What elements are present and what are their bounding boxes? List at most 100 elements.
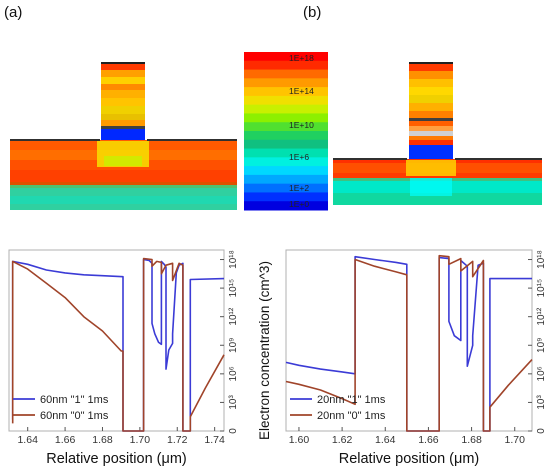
y-tick-label: 0 — [536, 428, 547, 434]
a-left-contact — [10, 139, 100, 141]
device-structure-a — [10, 62, 237, 210]
a-sub-band-8 — [10, 204, 237, 210]
colorbar-segment — [244, 131, 328, 141]
a-col-band-8 — [101, 120, 145, 126]
b-left-contact — [333, 158, 407, 160]
a-column-channel — [101, 129, 145, 140]
y-tick-label: 0 — [228, 428, 239, 434]
y-tick-label: 10¹⁵ — [536, 279, 547, 298]
b-col-band-11 — [409, 136, 453, 140]
concentration-plot-a: 0 10³ 10⁶ 10⁹ 10¹² 10¹⁵ 10¹⁸ 1.64 1.66 1.68 1.70 1.… — [8, 249, 239, 467]
b-col-band-5 — [409, 103, 453, 111]
a-sub-band-7 — [10, 196, 237, 204]
y-tick-label: 10⁹ — [536, 338, 547, 353]
colorbar: 1E+18 1E+14 1E+10 1E+6 1E+2 1E+0 — [244, 52, 328, 211]
a-sub-band-3 — [10, 170, 237, 182]
colorbar-tick-label: 1E+10 — [289, 120, 314, 130]
colorbar-segment — [244, 52, 328, 62]
x-tick-label: 1.62 — [332, 434, 353, 446]
y-tick-label: 10¹² — [536, 307, 547, 325]
colorbar-segment — [244, 122, 328, 132]
colorbar-tick-label: 1E+6 — [289, 152, 309, 162]
series-line-state-0 — [285, 254, 533, 432]
b-junction-glow — [406, 160, 456, 176]
concentration-plot-b: 0 10³ 10⁶ 10⁹ 10¹² 10¹⁵ 10¹⁸ 1.60 1.62 1.64 1.66 1.… — [257, 249, 547, 467]
a-col-band-4 — [101, 90, 145, 98]
y-tick-label: 10⁹ — [228, 338, 239, 353]
b-sub-band-5 — [333, 193, 542, 205]
colorbar-segment — [244, 148, 328, 158]
x-axis-label: Relative position (μm) — [339, 451, 480, 467]
b-junction-core — [410, 178, 452, 196]
y-tick-label: 10⁶ — [228, 366, 239, 381]
panel-label-a: (a) — [4, 4, 22, 21]
series-line-state-0 — [11, 257, 225, 432]
x-tick-label: 1.68 — [92, 434, 113, 446]
colorbar-segment — [244, 87, 328, 97]
colorbar-tick-label: 1E+0 — [289, 199, 309, 209]
b-right-contact — [455, 158, 542, 160]
legend-label: 20nm "0" 1ms — [317, 410, 386, 422]
x-tick-label: 1.64 — [17, 434, 38, 446]
legend-label: 60nm "1" 1ms — [40, 394, 109, 406]
colorbar-segment — [244, 78, 328, 88]
x-tick-label: 1.66 — [418, 434, 439, 446]
a-sub-band-6 — [10, 188, 237, 196]
y-tick-label: 10¹⁸ — [536, 250, 547, 269]
colorbar-segment — [244, 60, 328, 71]
x-tick-label: 1.74 — [204, 434, 225, 446]
a-col-band-7 — [101, 114, 145, 120]
y-tick-label: 10¹⁵ — [228, 279, 239, 298]
b-column-channel — [409, 145, 453, 159]
a-col-band-3 — [101, 84, 145, 90]
y-axis-label: Electron concentration (cm^3) — [257, 261, 272, 440]
b-col-band-10 — [409, 131, 453, 136]
colorbar-segment — [244, 104, 328, 114]
a-col-band-5 — [101, 98, 145, 106]
a-column-top-contact — [101, 62, 145, 64]
x-axis-label: Relative position (μm) — [46, 451, 187, 467]
a-col-band-9 — [101, 126, 145, 129]
colorbar-segment — [244, 192, 328, 202]
x-tick-label: 1.64 — [375, 434, 396, 446]
a-sub-band-4 — [10, 182, 237, 185]
y-tick-label: 10⁶ — [536, 366, 547, 381]
b-col-band-8 — [409, 121, 453, 126]
colorbar-tick-label: 1E+2 — [289, 183, 309, 193]
colorbar-segment — [244, 201, 328, 211]
colorbar-tick-label: 1E+18 — [289, 53, 314, 63]
colorbar-segment — [244, 139, 328, 150]
colorbar-segment — [244, 69, 328, 79]
panel-label-b: (b) — [303, 4, 321, 21]
a-right-contact — [147, 139, 237, 141]
b-col-band-9 — [409, 126, 453, 131]
a-col-band-1 — [101, 70, 145, 77]
a-sub-band-5 — [10, 185, 237, 188]
y-tick-label: 10¹⁸ — [228, 250, 239, 269]
x-tick-label: 1.70 — [130, 434, 151, 446]
colorbar-segment — [244, 113, 328, 123]
a-col-band-6 — [101, 106, 145, 114]
a-col-band-0 — [101, 64, 145, 70]
x-tick-label: 1.66 — [55, 434, 76, 446]
b-col-band-6 — [409, 111, 453, 118]
y-tick-label: 10¹² — [228, 307, 239, 325]
colorbar-segment — [244, 95, 328, 106]
b-col-band-2 — [409, 79, 453, 87]
y-tick-label: 10³ — [536, 395, 547, 410]
colorbar-segment — [244, 183, 328, 193]
b-col-band-12 — [409, 140, 453, 145]
x-tick-label: 1.60 — [289, 434, 310, 446]
x-tick-label: 1.70 — [505, 434, 526, 446]
b-column-top-contact — [409, 62, 453, 64]
b-col-band-4 — [409, 95, 453, 103]
legend-label: 20nm "1" 1ms — [317, 394, 386, 406]
x-tick-label: 1.72 — [167, 434, 188, 446]
a-junction-core — [104, 156, 142, 166]
colorbar-tick-label: 1E+14 — [289, 86, 314, 96]
x-tick-label: 1.68 — [461, 434, 482, 446]
device-structure-b — [333, 62, 542, 205]
b-col-band-7 — [409, 118, 453, 121]
b-col-band-1 — [409, 71, 453, 79]
